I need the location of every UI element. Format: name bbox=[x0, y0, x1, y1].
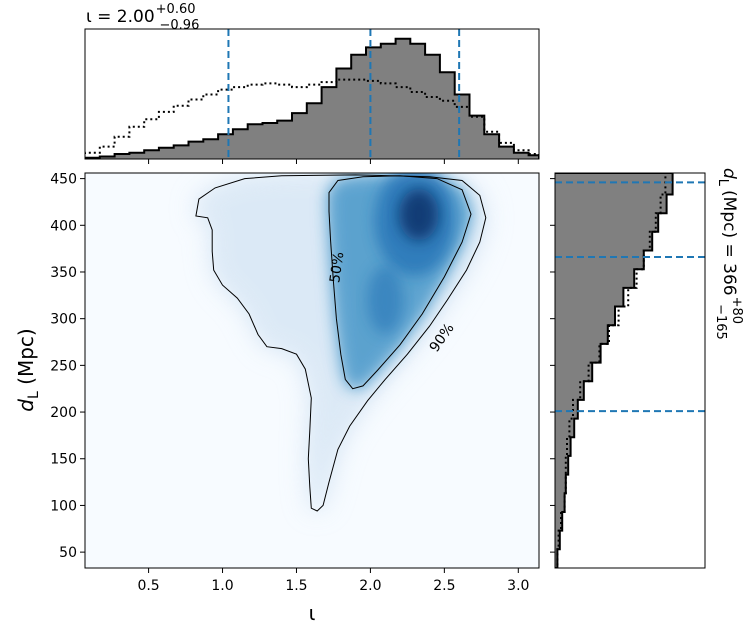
density-lower-lobe bbox=[367, 265, 404, 334]
x-tick-label: 1.0 bbox=[211, 578, 233, 594]
distance-posterior-step bbox=[555, 173, 674, 568]
y-tick-label: 350 bbox=[50, 265, 77, 281]
x-tick-label: 3.0 bbox=[507, 578, 529, 594]
distance-posterior-fill bbox=[555, 173, 673, 568]
y-tick-label: 150 bbox=[50, 452, 77, 468]
contour-90-line bbox=[195, 174, 487, 512]
y-tick-label: 300 bbox=[50, 312, 77, 328]
y-axis-label: dL (Mpc) bbox=[14, 328, 42, 411]
contour-50-label: 50% bbox=[327, 251, 347, 284]
main-panel-frame bbox=[84, 172, 540, 569]
main-x-axis: 0.5 1.0 1.5 2.0 2.5 3.0 bbox=[137, 568, 529, 594]
right-panel: dL(Mpc) = 366+80−165 bbox=[550, 168, 744, 569]
x-tick-label: 0.5 bbox=[137, 578, 159, 594]
right-panel-frame bbox=[554, 172, 706, 569]
iota-posterior-step bbox=[85, 37, 539, 159]
top-panel-title: ι = 2.00+0.60 −0.96 bbox=[86, 2, 199, 33]
x-tick-label: 2.5 bbox=[433, 578, 455, 594]
y-tick-label: 400 bbox=[50, 218, 77, 234]
y-tick-label: 200 bbox=[50, 405, 77, 421]
top-x-ticks bbox=[148, 159, 519, 164]
y-tick-label: 50 bbox=[59, 545, 77, 561]
iota-prior-step bbox=[85, 78, 539, 159]
density-heatmap bbox=[195, 173, 486, 511]
right-panel-title: dL(Mpc) = 366+80−165 bbox=[713, 168, 744, 340]
x-tick-label: 1.5 bbox=[285, 578, 307, 594]
x-axis-label: ι bbox=[309, 601, 316, 625]
iota-posterior-fill bbox=[85, 38, 539, 159]
top-panel: ι = 2.00+0.60 −0.96 bbox=[84, 2, 540, 164]
right-y-ticks bbox=[550, 178, 555, 553]
y-tick-label: 250 bbox=[50, 358, 77, 374]
top-panel-frame bbox=[84, 28, 540, 160]
iota-histogram bbox=[85, 29, 539, 159]
density-peak-core bbox=[398, 188, 439, 241]
y-tick-label: 450 bbox=[50, 172, 77, 188]
distance-histogram bbox=[555, 173, 705, 568]
main-panel: 50%90% 0.5 1.0 1.5 2.0 2.5 3.0 50100150200250… bbox=[14, 172, 540, 625]
y-tick-label: 100 bbox=[50, 498, 77, 514]
main-y-axis: 50 100 150 200 250 300 350 400 450 bbox=[50, 172, 85, 561]
x-tick-label: 2.0 bbox=[359, 578, 381, 594]
distance-prior-step bbox=[555, 173, 667, 568]
